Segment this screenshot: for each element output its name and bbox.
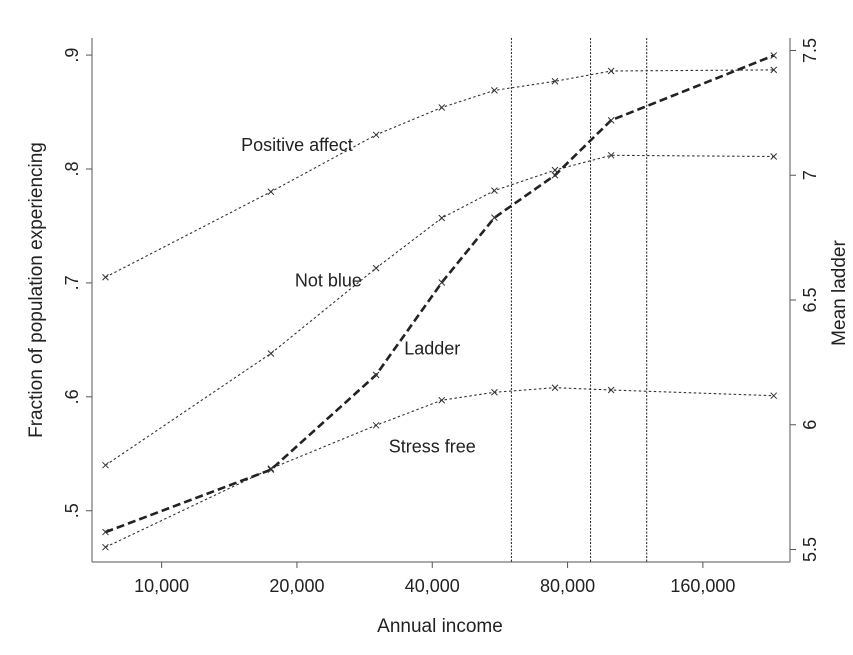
series-label-ladder: Ladder [404,339,460,359]
data-point-not-blue [491,187,498,194]
series-labels: Positive affect Not blue Ladder Stress free [241,135,476,457]
series-lines [102,52,778,551]
reference-lines [510,38,648,562]
plot-frame [91,38,791,563]
y-tick-label: .7 [62,275,82,290]
x-tick-label: 160,000 [670,576,735,596]
data-point-stress-free [491,388,498,396]
data-point-ladder [551,171,559,179]
data-point-ladder [267,466,275,474]
data-point-positive-affect [372,131,380,139]
data-point-not-blue [438,214,446,222]
series-line-not-blue [105,154,774,466]
left-y-axis-title: Fraction of population experiencing [26,142,47,438]
x-axis-title: Annual income [377,616,503,637]
data-point-not-blue [102,461,109,469]
data-point-positive-affect [102,273,109,281]
y2-tick-label: 6.5 [800,287,820,312]
data-point-stress-free [607,386,615,394]
data-point-ladder [491,214,498,222]
y-tick-label: .6 [62,389,82,404]
data-point-stress-free [372,421,380,429]
data-point-not-blue [267,350,275,357]
y2-tick-label: 7.5 [800,38,820,63]
x-tick-label: 40,000 [405,576,460,596]
y2-tick-label: 6 [800,420,820,430]
data-point-ladder [438,279,446,286]
data-point-positive-affect [607,67,615,75]
data-point-positive-affect [491,87,498,94]
data-point-ladder [102,528,109,536]
x-tick-label: 10,000 [134,576,189,596]
y2-tick-label: 5.5 [800,537,820,562]
data-point-stress-free [770,392,778,400]
data-point-positive-affect [770,66,778,74]
y-tick-label: .9 [62,48,82,63]
data-point-ladder [372,371,380,379]
data-point-stress-free [551,384,559,392]
data-point-stress-free [438,396,446,404]
series-line-ladder [105,54,775,534]
data-point-not-blue [607,151,615,159]
data-point-not-blue [372,264,380,272]
right-y-axis-title: Mean ladder [829,240,850,346]
left-y-axis-ticks: .5 .6 .7 .8 .9 [62,48,92,518]
data-point-ladder [770,52,778,59]
series-line-stress-free [105,387,774,548]
y-tick-label: .5 [62,503,82,518]
data-point-positive-affect [551,77,559,85]
y2-tick-label: 7 [800,170,820,180]
data-point-positive-affect [438,104,446,111]
data-point-stress-free [102,543,109,551]
x-axis-ticks: 10,000 20,000 40,000 80,000 160,000 [134,562,735,596]
data-point-positive-affect [267,188,275,196]
x-tick-label: 20,000 [269,576,324,596]
series-label-stress-free: Stress free [389,437,476,457]
series-label-not-blue: Not blue [295,270,362,290]
series-line-positive-affect [105,69,774,278]
y-tick-label: .8 [62,161,82,176]
data-point-not-blue [770,153,778,160]
series-label-positive-affect: Positive affect [241,135,353,155]
right-y-axis-ticks: 5.5 6 6.5 7 7.5 [790,38,820,562]
data-point-ladder [607,116,615,124]
x-tick-label: 80,000 [540,576,595,596]
